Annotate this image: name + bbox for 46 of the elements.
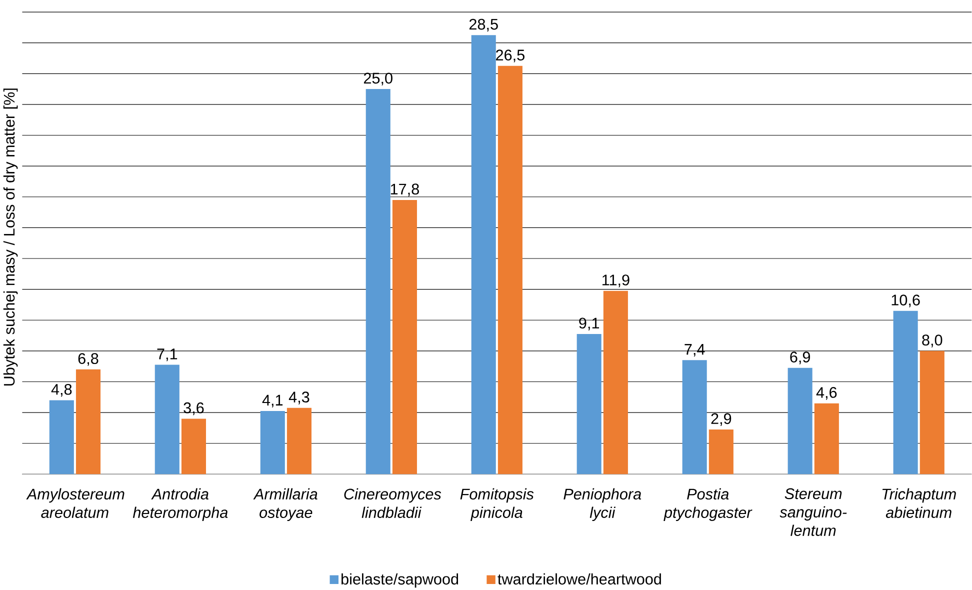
bar xyxy=(682,360,707,474)
data-label: 4,1 xyxy=(262,394,283,408)
bar xyxy=(893,310,918,474)
bar xyxy=(576,334,602,474)
bar xyxy=(286,408,312,474)
legend-label: twardzielowe/heartwood xyxy=(498,573,661,585)
bar xyxy=(154,364,180,474)
data-label: 17,8 xyxy=(390,184,419,196)
bar xyxy=(603,290,628,474)
y-axis-title: Ubytek suchej masy / Loss of dry matter [%] xyxy=(3,88,18,386)
bar xyxy=(814,403,839,474)
data-label: 11,9 xyxy=(602,274,630,288)
bar xyxy=(181,418,206,474)
x-tick-label: Trichaptum abietinum xyxy=(882,488,956,518)
data-label: 7,1 xyxy=(157,348,178,362)
x-tick-label: Fomitopsis pinicola xyxy=(460,488,534,521)
bar xyxy=(708,429,734,474)
x-tick-label: Peniophora lycii xyxy=(564,488,642,521)
bar xyxy=(471,35,496,474)
data-label: 4,8 xyxy=(51,384,72,397)
legend-label: bielaste/sapwood xyxy=(342,573,458,588)
data-label: 2,9 xyxy=(711,413,732,426)
data-label: 4,6 xyxy=(816,387,837,400)
x-tick-label: Cinereomyces lindbladii xyxy=(344,488,442,518)
data-label: 6,8 xyxy=(78,353,98,366)
data-label: 4,3 xyxy=(288,392,310,404)
x-tick-label: Amylostereum areolatum xyxy=(26,488,124,518)
data-label: 8,0 xyxy=(922,334,942,348)
x-tick-label: Postia ptychogaster xyxy=(664,488,752,521)
bar xyxy=(260,411,285,474)
data-label: 9,1 xyxy=(579,318,600,330)
x-tick-label: Antrodia heteromorpha xyxy=(132,488,228,521)
bar xyxy=(498,66,522,474)
data-label: 10,6 xyxy=(892,294,920,308)
x-tick-label: Stereum sanguino-lentum xyxy=(780,488,847,536)
x-tick-label: Armillaria ostoyae xyxy=(253,488,318,521)
data-label: 3,6 xyxy=(184,402,204,416)
data-label: 6,9 xyxy=(790,352,810,364)
bar xyxy=(920,350,944,474)
data-label: 26,5 xyxy=(496,50,524,62)
data-label: 28,5 xyxy=(469,18,498,32)
bar xyxy=(366,89,390,474)
bar xyxy=(392,200,417,474)
bar xyxy=(76,369,101,474)
bar xyxy=(49,400,74,474)
bar xyxy=(788,368,812,474)
